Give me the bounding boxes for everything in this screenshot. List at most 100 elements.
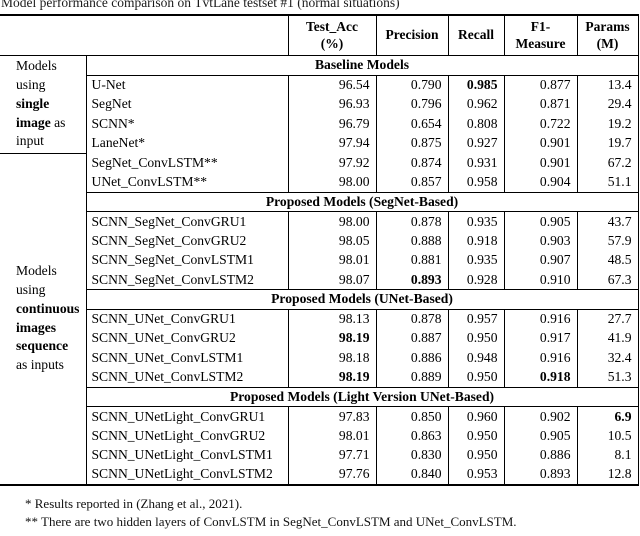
- metric-cell-f1-measure: 0.722: [503, 114, 577, 134]
- model-name-cell: SCNN_SegNet_ConvGRU1: [85, 211, 289, 231]
- footnote-double-asterisk: ** There are two hidden layers of ConvLS…: [25, 513, 517, 529]
- table-row: SCNN_UNet_ConvLSTM1 98.18 0.886 0.948 0.916 3…: [0, 348, 639, 368]
- model-name-cell: SCNN_UNet_ConvLSTM1: [85, 348, 289, 368]
- metric-cell-test-acc: 98.07: [287, 270, 376, 290]
- metric-cell-test-acc: 96.54: [287, 75, 376, 95]
- metric-cell-recall: 0.962: [447, 94, 504, 114]
- metric-cell-params: 12.8: [576, 465, 639, 485]
- metric-cell-precision: 0.830: [375, 445, 448, 465]
- metric-cell-recall: 0.931: [447, 153, 504, 173]
- metric-cell-f1-measure: 0.907: [503, 250, 577, 270]
- column-header-line: Params: [585, 19, 630, 35]
- metric-cell-test-acc: 97.83: [287, 406, 376, 426]
- row-group-label-line: using: [16, 77, 46, 93]
- model-name-cell: SegNet: [85, 94, 289, 114]
- metric-cell-recall: 0.935: [447, 211, 504, 231]
- metric-cell-recall: 0.950: [447, 445, 504, 465]
- table-row: SCNN_UNet_ConvLSTM2 98.19 0.889 0.950 0.918 5…: [0, 367, 639, 387]
- model-name-cell: SCNN_UNet_ConvGRU2: [85, 328, 289, 348]
- metric-cell-f1-measure: 0.893: [503, 465, 577, 485]
- metric-cell-recall: 0.950: [447, 426, 504, 446]
- table-caption-text: Model performance comparison on TvtLane …: [1, 0, 400, 10]
- model-name-cell: UNet_ConvLSTM**: [85, 172, 289, 192]
- model-name-cell: SegNet_ConvLSTM**: [85, 153, 289, 173]
- model-name-cell: SCNN*: [85, 114, 289, 134]
- column-header-test-acc: Test_Acc (%): [287, 14, 377, 56]
- table-row: LaneNet* 97.94 0.875 0.927 0.901 19.7: [0, 133, 639, 153]
- metric-cell-f1-measure: 0.904: [503, 172, 577, 192]
- metric-cell-precision: 0.893: [375, 270, 448, 290]
- metric-cell-f1-measure: 0.916: [503, 309, 577, 329]
- metric-cell-recall: 0.927: [447, 133, 504, 153]
- metric-cell-precision: 0.887: [375, 328, 448, 348]
- metric-cell-test-acc: 98.19: [287, 367, 376, 387]
- column-header-line: Test_Acc: [306, 19, 358, 35]
- metric-cell-f1-measure: 0.917: [503, 328, 577, 348]
- column-header-line: (%): [320, 35, 344, 51]
- table-row: SCNN_UNet_ConvGRU2 98.19 0.887 0.950 0.917 41…: [0, 328, 639, 348]
- table-row: SegNet 96.93 0.796 0.962 0.871 29.4: [0, 94, 639, 114]
- metric-cell-params: 27.7: [576, 309, 639, 329]
- table-row: SCNN_SegNet_ConvLSTM2 98.07 0.893 0.928 0.91…: [0, 270, 639, 290]
- performance-table: Test_Acc (%) Precision Recall F1- Measur…: [0, 14, 639, 486]
- row-group-label-line: sequence: [16, 338, 69, 354]
- metric-cell-params: 43.7: [576, 211, 639, 231]
- metric-cell-recall: 0.950: [447, 328, 504, 348]
- metric-cell-recall: 0.928: [447, 270, 504, 290]
- metric-cell-precision: 0.889: [375, 367, 448, 387]
- footnotes: * Results reported in (Zhang et al., 202…: [0, 495, 640, 532]
- model-name-cell: SCNN_UNetLight_ConvLSTM2: [85, 465, 289, 485]
- metric-cell-test-acc: 98.01: [287, 250, 376, 270]
- metric-cell-params: 57.9: [576, 231, 639, 251]
- metric-cell-precision: 0.881: [375, 250, 448, 270]
- row-group-label: Models using continuous images sequence as in…: [0, 152, 87, 485]
- metric-cell-precision: 0.840: [375, 465, 448, 485]
- column-header-line: Precision: [385, 27, 439, 43]
- model-name-cell: SCNN_UNetLight_ConvGRU1: [85, 406, 289, 426]
- metric-cell-params: 67.2: [576, 153, 639, 173]
- model-name-cell: U-Net: [85, 75, 289, 95]
- table-caption: Model performance comparison on TvtLane …: [0, 0, 640, 12]
- metric-cell-precision: 0.654: [375, 114, 448, 134]
- table-row: SCNN_UNetLight_ConvLSTM2 97.76 0.840 0.953 0…: [0, 465, 639, 485]
- section-header-cell: Proposed Models (SegNet-Based): [85, 191, 639, 212]
- model-name-cell: SCNN_SegNet_ConvLSTM1: [85, 250, 289, 270]
- table-row: SCNN_UNetLight_ConvLSTM1 97.71 0.830 0.950 0…: [0, 445, 639, 465]
- table-row: SCNN_UNetLight_ConvGRU2 98.01 0.863 0.950 0.…: [0, 426, 639, 446]
- section-header-cell: Proposed Models (UNet-Based): [85, 289, 639, 310]
- metric-cell-test-acc: 96.79: [287, 114, 376, 134]
- table-header: Test_Acc (%) Precision Recall F1- Measur…: [0, 14, 639, 56]
- section-header-cell: Proposed Models (Light Version UNet-Base…: [85, 386, 639, 407]
- metric-cell-precision: 0.857: [375, 172, 448, 192]
- metric-cell-params: 19.2: [576, 114, 639, 134]
- model-name-cell: SCNN_UNetLight_ConvLSTM1: [85, 445, 289, 465]
- column-header-line: F1-: [530, 19, 551, 35]
- metric-cell-params: 8.1: [576, 445, 639, 465]
- table-row: SCNN_SegNet_ConvGRU2 98.05 0.888 0.918 0.903…: [0, 231, 639, 251]
- metric-cell-recall: 0.918: [447, 231, 504, 251]
- section-row: Proposed Models (UNet-Based): [0, 289, 639, 310]
- metric-cell-recall: 0.950: [447, 367, 504, 387]
- metric-cell-params: 13.4: [576, 75, 639, 95]
- row-group-label-line: images: [16, 319, 57, 335]
- metric-cell-test-acc: 97.94: [287, 133, 376, 153]
- metric-cell-f1-measure: 0.918: [503, 367, 577, 387]
- model-name-cell: SCNN_UNetLight_ConvGRU2: [85, 426, 289, 446]
- metric-cell-test-acc: 98.01: [287, 426, 376, 446]
- metric-cell-params: 67.3: [576, 270, 639, 290]
- table-row: SCNN* 96.79 0.654 0.808 0.722 19.2: [0, 114, 639, 134]
- metric-cell-test-acc: 96.93: [287, 94, 376, 114]
- metric-cell-precision: 0.874: [375, 153, 448, 173]
- metric-cell-precision: 0.863: [375, 426, 448, 446]
- table-row: SCNN_UNet_ConvGRU1 98.13 0.878 0.957 0.916 27…: [0, 309, 639, 329]
- metric-cell-params: 32.4: [576, 348, 639, 368]
- column-header-recall: Recall: [447, 14, 505, 56]
- metric-cell-f1-measure: 0.901: [503, 133, 577, 153]
- metric-cell-f1-measure: 0.910: [503, 270, 577, 290]
- table-body: Models using single image as input Baseline M…: [0, 55, 639, 485]
- section-row: Proposed Models (SegNet-Based): [0, 191, 639, 212]
- metric-cell-precision: 0.886: [375, 348, 448, 368]
- metric-cell-f1-measure: 0.871: [503, 94, 577, 114]
- metric-cell-precision: 0.850: [375, 406, 448, 426]
- metric-cell-test-acc: 98.19: [287, 328, 376, 348]
